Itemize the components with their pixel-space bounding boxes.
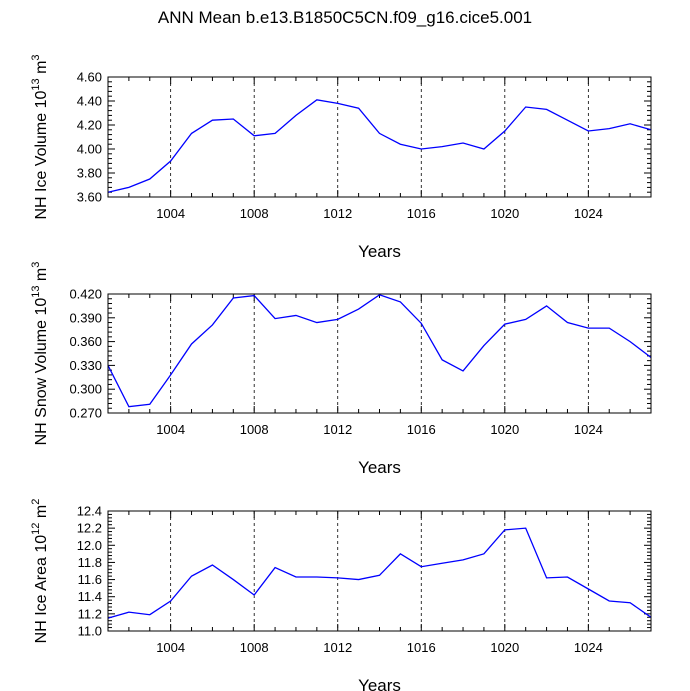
plot-frame xyxy=(107,510,652,632)
y-tick-label: 3.80 xyxy=(77,166,102,181)
x-tick-label: 1024 xyxy=(574,422,603,437)
y-tick-label: 4.20 xyxy=(77,118,102,133)
x-tick-label: 1012 xyxy=(323,640,352,655)
x-tick-label: 1016 xyxy=(407,206,436,221)
y-tick-label: 11.0 xyxy=(78,624,102,639)
x-tick-label: 1012 xyxy=(323,206,352,221)
y-tick-label: 11.8 xyxy=(78,555,102,570)
x-axis-title: Years xyxy=(358,676,401,691)
y-tick-label: 0.360 xyxy=(69,334,102,349)
y-tick-label: 12.4 xyxy=(77,504,102,519)
y-axis-title: NH Snow Volume 1013 m3 xyxy=(30,262,50,446)
y-tick-label: 0.270 xyxy=(69,406,102,421)
y-tick-label: 12.0 xyxy=(77,538,102,553)
y-tick-label: 3.60 xyxy=(77,190,102,205)
series-line xyxy=(107,294,652,408)
x-tick-label: 1012 xyxy=(323,422,352,437)
x-axis-title: Years xyxy=(358,242,401,261)
series-line xyxy=(107,527,652,619)
y-tick-label: 4.60 xyxy=(77,70,102,85)
y-tick-label: 11.4 xyxy=(78,589,102,604)
chart-panel-3: 11.0 11.2 11.4 11.6 11.8 12.0 12.2 12.4 1004 1008… xyxy=(30,499,652,691)
y-tick-label: 12.2 xyxy=(77,521,102,536)
y-tick-label: 4.40 xyxy=(77,94,102,109)
y-tick-label: 0.420 xyxy=(69,287,102,302)
y-tick-label: 0.390 xyxy=(69,310,102,325)
x-tick-label: 1020 xyxy=(490,206,519,221)
y-axis-title: NH Ice Area 1012 m2 xyxy=(30,499,50,644)
x-tick-label: 1008 xyxy=(240,640,269,655)
x-tick-label: 1008 xyxy=(240,422,269,437)
chart-panel-2: 0.270 0.300 0.330 0.360 0.390 0.420 1004 1008 10… xyxy=(30,262,652,477)
x-tick-label: 1016 xyxy=(407,422,436,437)
y-tick-label: 4.00 xyxy=(77,142,102,157)
y-tick-label: 11.6 xyxy=(78,572,102,587)
x-axis-title: Years xyxy=(358,458,401,477)
x-tick-label: 1020 xyxy=(490,640,519,655)
x-tick-label: 1004 xyxy=(156,422,185,437)
y-tick-label: 11.2 xyxy=(78,606,102,621)
x-tick-label: 1004 xyxy=(156,206,185,221)
chart-title: ANN Mean b.e13.B1850C5CN.f09_g16.cice5.0… xyxy=(157,8,533,27)
x-tick-label: 1016 xyxy=(407,640,436,655)
series-line xyxy=(107,99,652,193)
x-tick-label: 1020 xyxy=(490,422,519,437)
x-tick-label: 1024 xyxy=(574,640,603,655)
x-tick-label: 1008 xyxy=(240,206,269,221)
y-tick-label: 0.330 xyxy=(69,358,102,373)
chart-panel-1: 3.60 3.80 4.00 4.20 4.40 4.60 1004 1008 1012 1016… xyxy=(30,54,652,261)
x-tick-label: 1004 xyxy=(156,640,185,655)
y-axis-title: NH Ice Volume 1013 m3 xyxy=(30,54,50,219)
x-tick-label: 1024 xyxy=(574,206,603,221)
y-tick-label: 0.300 xyxy=(69,382,102,397)
plot-frame xyxy=(107,293,652,414)
plot-frame xyxy=(107,76,652,198)
